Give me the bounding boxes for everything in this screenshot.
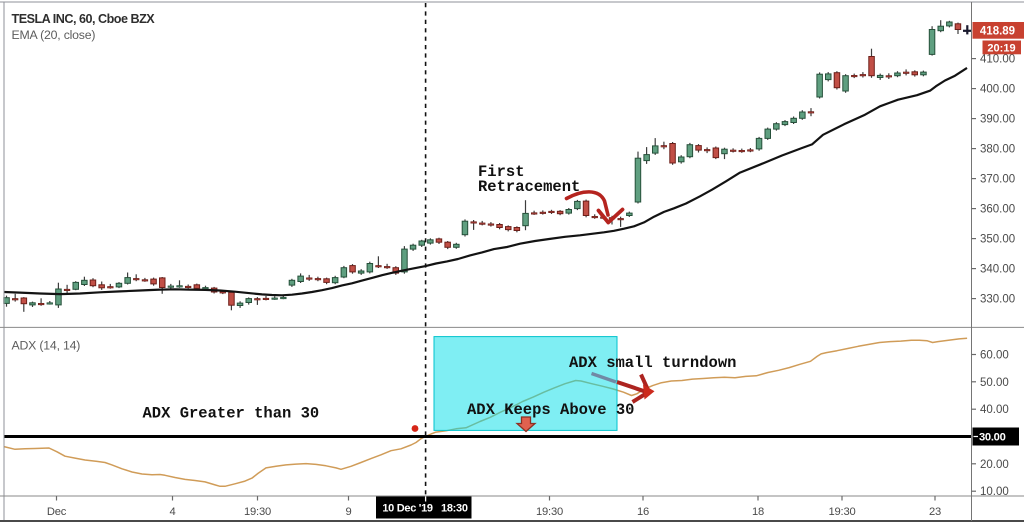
svg-text:Retracement: Retracement (478, 178, 580, 196)
svg-text:ADX (14, 14): ADX (14, 14) (12, 339, 81, 353)
svg-text:ADX Greater than 30: ADX Greater than 30 (143, 405, 320, 423)
svg-text:50.00: 50.00 (980, 377, 1009, 389)
svg-text:19:30: 19:30 (244, 506, 271, 518)
svg-text:TESLA INC, 60, Cboe BZX: TESLA INC, 60, Cboe BZX (12, 12, 156, 26)
svg-text:60.00: 60.00 (980, 350, 1009, 362)
svg-text:18: 18 (752, 506, 764, 518)
svg-text:330.00: 330.00 (980, 294, 1015, 306)
svg-text:370.00: 370.00 (980, 174, 1015, 186)
svg-text:ADX Keeps Above 30: ADX Keeps Above 30 (467, 401, 634, 419)
svg-text:350.00: 350.00 (980, 234, 1015, 246)
svg-text:23: 23 (929, 506, 941, 518)
svg-text:30.00: 30.00 (979, 432, 1006, 444)
svg-text:Dec: Dec (47, 506, 67, 518)
svg-text:EMA (20, close): EMA (20, close) (12, 28, 96, 42)
svg-text:380.00: 380.00 (980, 144, 1015, 156)
svg-text:ADX small turndown: ADX small turndown (569, 354, 736, 372)
svg-text:19:30: 19:30 (829, 506, 856, 518)
svg-text:10.00: 10.00 (980, 486, 1009, 498)
svg-text:418.89: 418.89 (980, 26, 1015, 38)
svg-text:9: 9 (345, 506, 351, 518)
svg-text:20:19: 20:19 (987, 42, 1015, 54)
svg-text:340.00: 340.00 (980, 264, 1015, 276)
svg-text:400.00: 400.00 (980, 84, 1015, 96)
svg-text:20.00: 20.00 (980, 459, 1009, 471)
svg-text:10 Dec '19 18:30: 10 Dec '19 18:30 (382, 503, 467, 515)
svg-text:410.00: 410.00 (980, 54, 1015, 66)
svg-text:16: 16 (637, 506, 649, 518)
svg-text:390.00: 390.00 (980, 114, 1015, 126)
svg-text:40.00: 40.00 (980, 404, 1009, 416)
svg-text:19:30: 19:30 (536, 506, 563, 518)
svg-text:4: 4 (169, 506, 175, 518)
svg-text:First: First (478, 163, 525, 181)
svg-text:360.00: 360.00 (980, 204, 1015, 216)
